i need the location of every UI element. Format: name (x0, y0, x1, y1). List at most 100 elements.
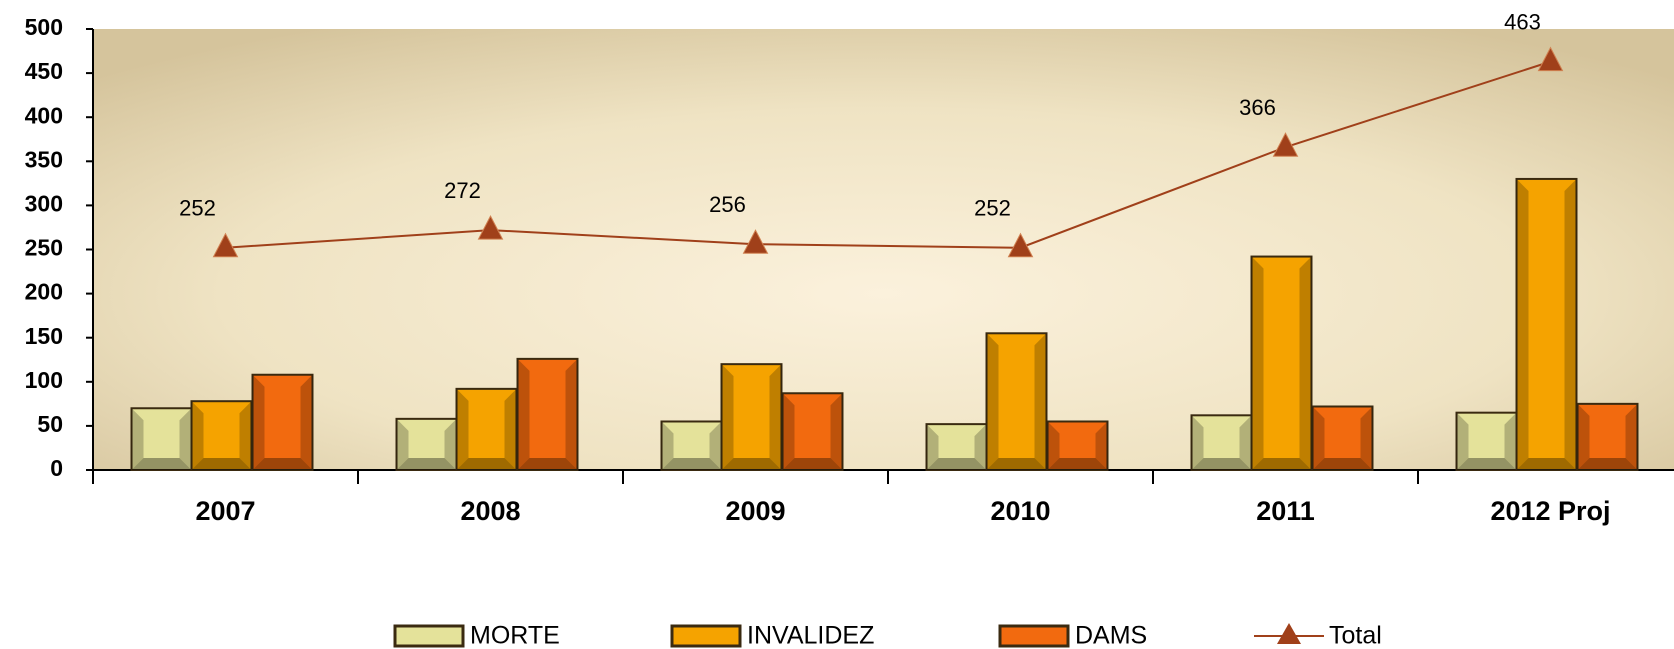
bar-bevel (396, 458, 457, 470)
bar-body (1046, 420, 1109, 471)
value-label: 256 (709, 192, 746, 217)
bar-body (1515, 177, 1578, 471)
bar (1515, 177, 1578, 471)
value-label: 272 (444, 178, 481, 203)
bar-body (516, 357, 579, 472)
bar-bevel (1251, 256, 1312, 470)
y-tick-label: 400 (25, 102, 63, 128)
bar-body (190, 400, 253, 472)
bar-bevel (1312, 406, 1373, 470)
x-tick-label: 2011 (1256, 496, 1315, 526)
y-tick-label: 350 (25, 146, 63, 172)
bar-bevel (1191, 415, 1252, 470)
bar-bevel (517, 458, 578, 470)
bar-bevel (1047, 458, 1108, 470)
bar (516, 357, 579, 472)
legend-label: MORTE (470, 622, 560, 649)
bar (1311, 405, 1374, 472)
bar-bevel (1312, 458, 1373, 470)
bar (1046, 420, 1109, 471)
y-tick-label: 250 (25, 235, 63, 261)
bar-bevel (1047, 421, 1108, 470)
bar-body (1576, 402, 1639, 472)
legend-marker (1277, 623, 1301, 644)
bar-bevel (191, 401, 252, 470)
bar-bevel (1191, 458, 1252, 470)
bar-body (925, 423, 988, 471)
bar-bevel (1516, 458, 1577, 470)
legend-swatch (670, 624, 742, 648)
bar-bevel (661, 421, 722, 470)
x-tick-label: 2007 (195, 496, 255, 526)
bar-bevel (1577, 458, 1638, 470)
bar-body (455, 387, 518, 471)
bar (1455, 411, 1518, 472)
bar-body (130, 407, 193, 472)
legend-label: DAMS (1075, 622, 1147, 649)
y-tick-label: 100 (25, 367, 63, 393)
bar (130, 407, 193, 472)
y-tick-label: 200 (25, 279, 63, 305)
x-tick-label: 2009 (725, 496, 785, 526)
bar-bevel (456, 458, 517, 470)
bar-bevel (986, 333, 1047, 470)
bar (660, 420, 723, 471)
legend-label: Total (1329, 622, 1382, 649)
total-marker (742, 229, 769, 254)
bar-bevel (191, 458, 252, 470)
legend-swatch (393, 624, 465, 648)
bar-bevel (1251, 458, 1312, 470)
bar-body (1250, 255, 1313, 471)
bar-bevel (1516, 178, 1577, 470)
bar-bevel (1456, 458, 1517, 470)
bar-bevel (782, 393, 843, 470)
bar-body (1455, 411, 1518, 472)
bar (720, 363, 783, 471)
bar-bevel (721, 364, 782, 470)
total-marker (1537, 46, 1564, 72)
value-label: 252 (974, 196, 1011, 221)
bar-bevel (1577, 403, 1638, 470)
bar-body (720, 363, 783, 471)
bar-bevel (986, 458, 1047, 470)
x-tick-label: 2008 (460, 496, 520, 526)
y-tick-label: 150 (25, 323, 63, 349)
bar-bevel (517, 358, 578, 470)
y-tick-label: 0 (50, 455, 63, 481)
legend-label: INVALIDEZ (747, 622, 874, 649)
y-tick-label: 500 (25, 14, 63, 40)
bar-body (660, 420, 723, 471)
bar (455, 387, 518, 471)
bar-bevel (456, 388, 517, 470)
bar-bevel (926, 424, 987, 470)
bar-body (251, 373, 314, 471)
bar-body (985, 332, 1048, 472)
bar (925, 423, 988, 471)
total-marker (1007, 232, 1034, 258)
bar (985, 332, 1048, 472)
plot-area (93, 29, 1674, 470)
total-marker (212, 232, 239, 258)
bar-bevel (1456, 412, 1517, 470)
bar (781, 392, 844, 471)
y-tick-label: 300 (25, 190, 63, 216)
bar-bevel (926, 458, 987, 470)
bar (1190, 414, 1253, 472)
x-tick-label: 2012 Proj (1490, 496, 1610, 526)
legend-swatch (998, 624, 1070, 648)
bar-bevel (252, 458, 313, 470)
bar (395, 417, 458, 471)
bar-body (781, 392, 844, 471)
bar-bevel (782, 458, 843, 470)
bar (251, 373, 314, 471)
value-label: 463 (1504, 9, 1541, 34)
bar-bevel (252, 374, 313, 470)
total-marker (1272, 132, 1299, 157)
value-label: 252 (179, 196, 216, 221)
total-marker (477, 215, 504, 240)
bar-bevel (721, 458, 782, 470)
y-tick-label: 50 (37, 411, 63, 437)
y-tick-label: 450 (25, 58, 63, 84)
total-line (225, 60, 1551, 249)
